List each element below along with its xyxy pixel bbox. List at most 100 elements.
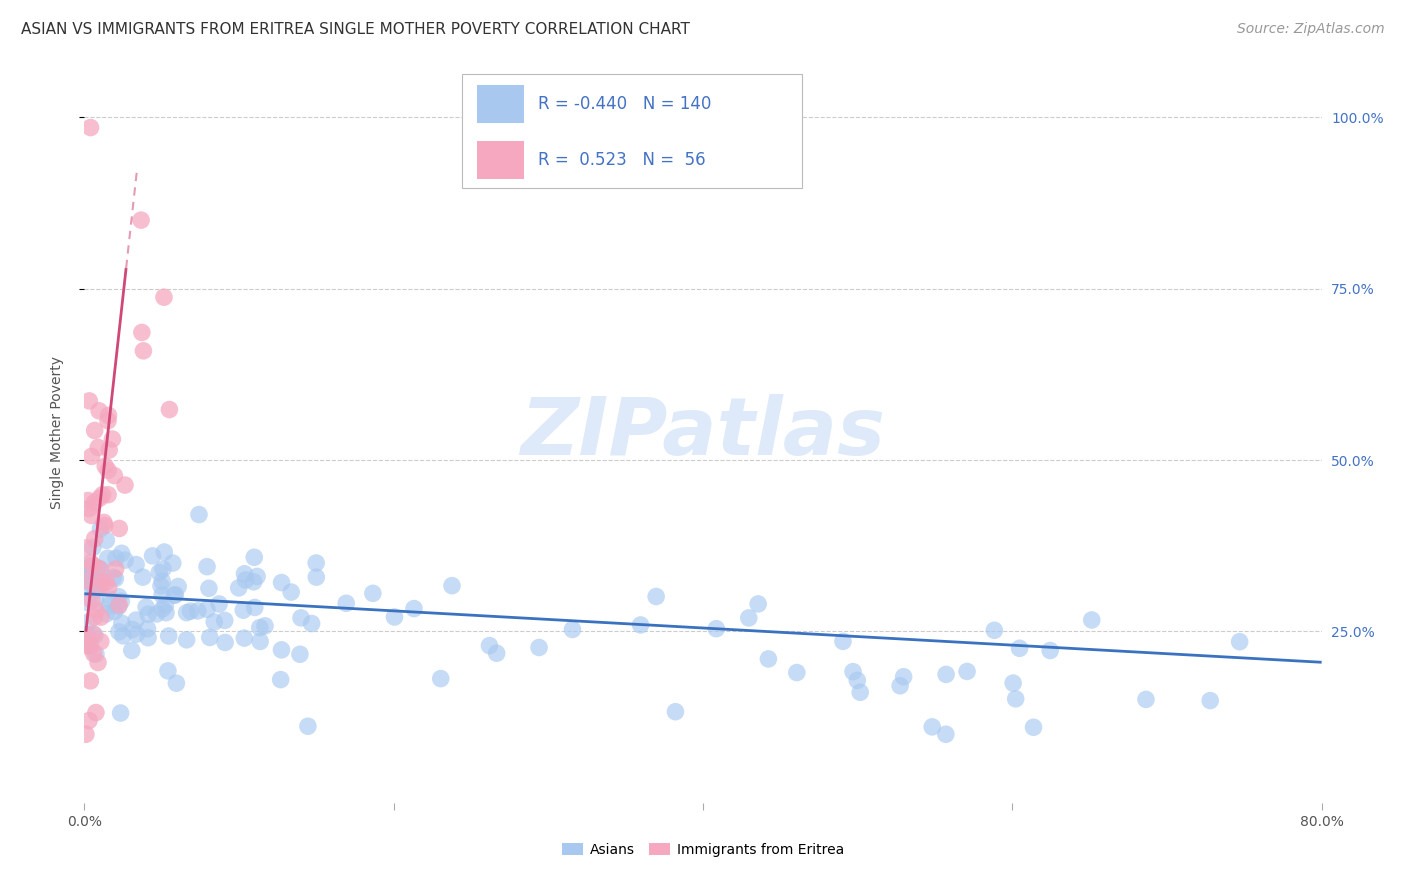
Point — [208, 597, 231, 611]
Point — [104, 562, 127, 576]
Point — [280, 585, 302, 599]
Point — [108, 521, 131, 535]
Point — [135, 600, 157, 615]
Point — [82, 626, 104, 640]
Point — [243, 600, 266, 615]
Point — [125, 613, 148, 627]
Point — [76, 566, 98, 580]
Point — [77, 615, 100, 629]
Point — [846, 673, 869, 688]
Point — [76, 581, 98, 595]
Point — [103, 605, 125, 619]
Point — [90, 610, 112, 624]
Point — [176, 606, 198, 620]
Point — [77, 568, 100, 582]
Point — [131, 326, 153, 340]
Point — [89, 491, 111, 505]
Point — [1080, 613, 1102, 627]
Point — [76, 639, 98, 653]
Point — [76, 558, 98, 573]
Point — [103, 468, 125, 483]
Point — [104, 551, 127, 566]
Point — [1008, 641, 1031, 656]
Point — [786, 665, 808, 680]
Point — [103, 570, 125, 584]
FancyBboxPatch shape — [477, 141, 523, 179]
Point — [195, 602, 218, 616]
Point — [165, 676, 187, 690]
Point — [83, 647, 105, 661]
Point — [704, 622, 727, 636]
Point — [1022, 720, 1045, 734]
Point — [188, 508, 211, 522]
Point — [79, 120, 101, 135]
Point — [86, 575, 108, 590]
Point — [80, 450, 103, 464]
Point — [527, 640, 550, 655]
Point — [162, 556, 184, 570]
Point — [90, 563, 112, 577]
Point — [80, 556, 103, 570]
Point — [121, 623, 143, 637]
Point — [96, 607, 118, 621]
Point — [242, 574, 264, 589]
Point — [889, 679, 911, 693]
Point — [849, 685, 872, 699]
Point — [83, 532, 105, 546]
Text: ZIPatlas: ZIPatlas — [520, 393, 886, 472]
Point — [478, 639, 501, 653]
Point — [101, 432, 124, 446]
Point — [935, 727, 957, 741]
Point — [233, 566, 256, 581]
Point — [150, 574, 173, 589]
Point — [253, 619, 276, 633]
Point — [82, 541, 104, 555]
Point — [104, 572, 127, 586]
Point — [228, 581, 250, 595]
Point — [198, 631, 221, 645]
Point — [155, 598, 177, 612]
Point — [111, 546, 134, 560]
Point — [921, 720, 943, 734]
Point — [232, 603, 254, 617]
Point — [76, 574, 98, 588]
Point — [152, 562, 174, 576]
Point — [1002, 676, 1025, 690]
Text: Source: ZipAtlas.com: Source: ZipAtlas.com — [1237, 22, 1385, 37]
Point — [270, 575, 292, 590]
Point — [842, 665, 865, 679]
Point — [630, 618, 652, 632]
Point — [305, 556, 328, 570]
Point — [98, 442, 121, 457]
Point — [270, 673, 292, 687]
Point — [84, 582, 107, 597]
Point — [77, 634, 100, 648]
Point — [96, 575, 118, 590]
Point — [114, 478, 136, 492]
Point — [84, 628, 107, 642]
Point — [80, 508, 103, 523]
Point — [87, 656, 110, 670]
Point — [167, 580, 190, 594]
Point — [132, 343, 155, 358]
Point — [198, 582, 221, 596]
Point — [956, 665, 979, 679]
FancyBboxPatch shape — [477, 85, 523, 123]
Point — [97, 463, 120, 477]
Point — [107, 599, 129, 614]
Point — [111, 616, 134, 631]
Point — [440, 579, 463, 593]
Point — [89, 579, 111, 593]
Point — [165, 588, 187, 602]
Point — [76, 631, 98, 645]
Point — [149, 579, 172, 593]
Point — [187, 604, 209, 618]
Point — [305, 570, 328, 584]
Point — [93, 518, 115, 533]
Point — [100, 592, 122, 607]
Point — [77, 596, 100, 610]
Point — [155, 606, 177, 620]
Point — [645, 590, 668, 604]
Point — [270, 643, 292, 657]
Point — [243, 550, 266, 565]
